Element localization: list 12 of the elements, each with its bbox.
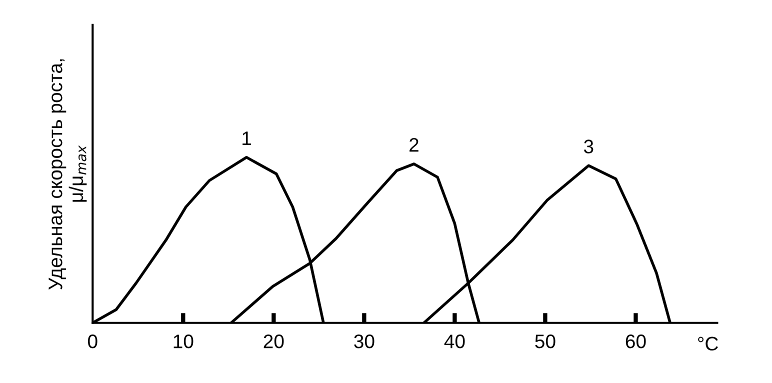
x-tick-label: 50: [535, 334, 556, 348]
x-tick-label: 10: [174, 334, 194, 348]
x-tick-label: 40: [444, 334, 465, 348]
x-tick-label: 0: [88, 334, 98, 348]
x-tick-label: 30: [354, 334, 374, 348]
series-label: 2: [410, 138, 418, 152]
y-axis-title: Удельная скорость роста, μ/μ$_{max}$: [48, 59, 87, 290]
x-axis-title: °C: [698, 336, 718, 351]
x-tick-label: 20: [264, 334, 284, 348]
series-label: 3: [584, 140, 594, 154]
x-tick-label: 60: [626, 334, 646, 348]
series-label: 1: [242, 132, 251, 145]
